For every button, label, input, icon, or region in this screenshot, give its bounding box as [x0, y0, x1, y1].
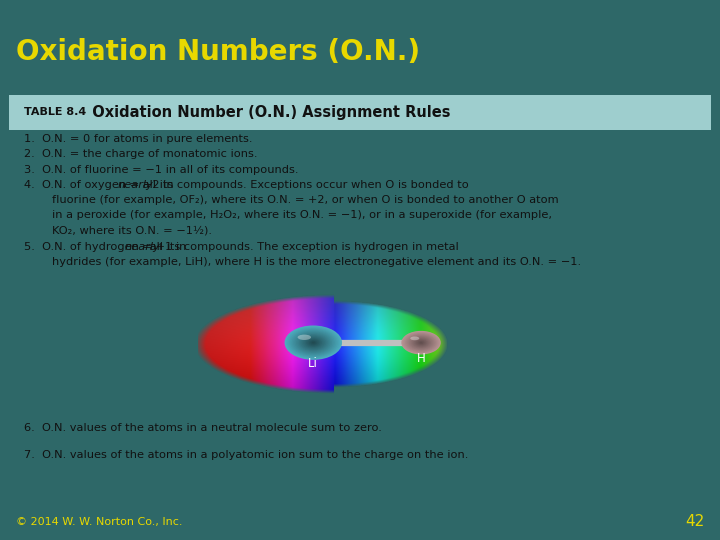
Text: all its compounds. The exception is hydrogen in metal: all its compounds. The exception is hydr… — [146, 242, 459, 252]
Ellipse shape — [302, 336, 325, 349]
Text: 3.  O.N. of fluorine = −1 in all of its compounds.: 3. O.N. of fluorine = −1 in all of its c… — [24, 165, 299, 174]
Ellipse shape — [297, 333, 329, 352]
Text: Li: Li — [308, 356, 318, 369]
Ellipse shape — [305, 338, 322, 348]
Text: Oxidation Number (O.N.) Assignment Rules: Oxidation Number (O.N.) Assignment Rules — [82, 105, 451, 119]
Text: 1.  O.N. = 0 for atoms in pure elements.: 1. O.N. = 0 for atoms in pure elements. — [24, 134, 253, 144]
Ellipse shape — [289, 328, 338, 357]
Text: 5.  O.N. of hydrogen = +1 in: 5. O.N. of hydrogen = +1 in — [24, 242, 190, 252]
Ellipse shape — [296, 332, 330, 353]
Ellipse shape — [299, 334, 328, 351]
Ellipse shape — [293, 330, 333, 355]
Ellipse shape — [287, 327, 339, 358]
Text: 4.  O.N. of oxygen = −2 in: 4. O.N. of oxygen = −2 in — [24, 180, 177, 190]
Text: H: H — [417, 352, 426, 365]
Text: fluorine (for example, OF₂), where its O.N. = +2, or when O is bonded to another: fluorine (for example, OF₂), where its O… — [53, 195, 559, 205]
Ellipse shape — [408, 335, 435, 351]
Text: nearly: nearly — [125, 242, 161, 252]
Ellipse shape — [284, 326, 342, 360]
Ellipse shape — [414, 338, 428, 347]
Ellipse shape — [420, 342, 423, 343]
Text: in a peroxide (for example, H₂O₂, where its O.N. = −1), or in a superoxide (for : in a peroxide (for example, H₂O₂, where … — [53, 210, 552, 220]
Text: 2.  O.N. = the charge of monatomic ions.: 2. O.N. = the charge of monatomic ions. — [24, 150, 258, 159]
Ellipse shape — [416, 340, 426, 346]
Text: 7.  O.N. values of the atoms in a polyatomic ion sum to the charge on the ion.: 7. O.N. values of the atoms in a polyato… — [24, 450, 469, 460]
Ellipse shape — [297, 335, 311, 340]
Text: all its compounds. Exceptions occur when O is bonded to: all its compounds. Exceptions occur when… — [139, 180, 469, 190]
Text: 6.  O.N. values of the atoms in a neutral molecule sum to zero.: 6. O.N. values of the atoms in a neutral… — [24, 423, 382, 433]
Ellipse shape — [413, 338, 430, 348]
Ellipse shape — [292, 330, 335, 355]
Ellipse shape — [406, 334, 436, 352]
Ellipse shape — [404, 332, 438, 353]
Ellipse shape — [409, 335, 433, 350]
Ellipse shape — [402, 332, 440, 354]
Ellipse shape — [307, 339, 319, 346]
Ellipse shape — [312, 342, 315, 343]
Text: © 2014 W. W. Norton Co., Inc.: © 2014 W. W. Norton Co., Inc. — [16, 517, 182, 527]
Ellipse shape — [309, 340, 318, 345]
Text: KO₂, where its O.N. = −1½).: KO₂, where its O.N. = −1½). — [53, 225, 212, 235]
Text: TABLE 8.4: TABLE 8.4 — [24, 107, 86, 117]
Ellipse shape — [415, 339, 427, 346]
Ellipse shape — [300, 335, 326, 350]
Text: Oxidation Numbers (O.N.): Oxidation Numbers (O.N.) — [16, 38, 420, 66]
Ellipse shape — [303, 336, 323, 349]
Ellipse shape — [306, 339, 320, 347]
Ellipse shape — [418, 341, 423, 344]
Ellipse shape — [401, 331, 441, 354]
Ellipse shape — [290, 329, 336, 356]
FancyBboxPatch shape — [9, 94, 711, 130]
Text: nearly: nearly — [118, 180, 154, 190]
Ellipse shape — [410, 336, 432, 349]
Ellipse shape — [286, 326, 341, 359]
Ellipse shape — [310, 341, 316, 345]
Ellipse shape — [410, 336, 419, 340]
Ellipse shape — [294, 332, 332, 354]
Ellipse shape — [418, 340, 425, 345]
Text: 42: 42 — [685, 514, 704, 529]
Ellipse shape — [405, 333, 437, 352]
Ellipse shape — [411, 337, 431, 348]
Text: hydrides (for example, LiH), where H is the more electronegative element and its: hydrides (for example, LiH), where H is … — [53, 257, 581, 267]
